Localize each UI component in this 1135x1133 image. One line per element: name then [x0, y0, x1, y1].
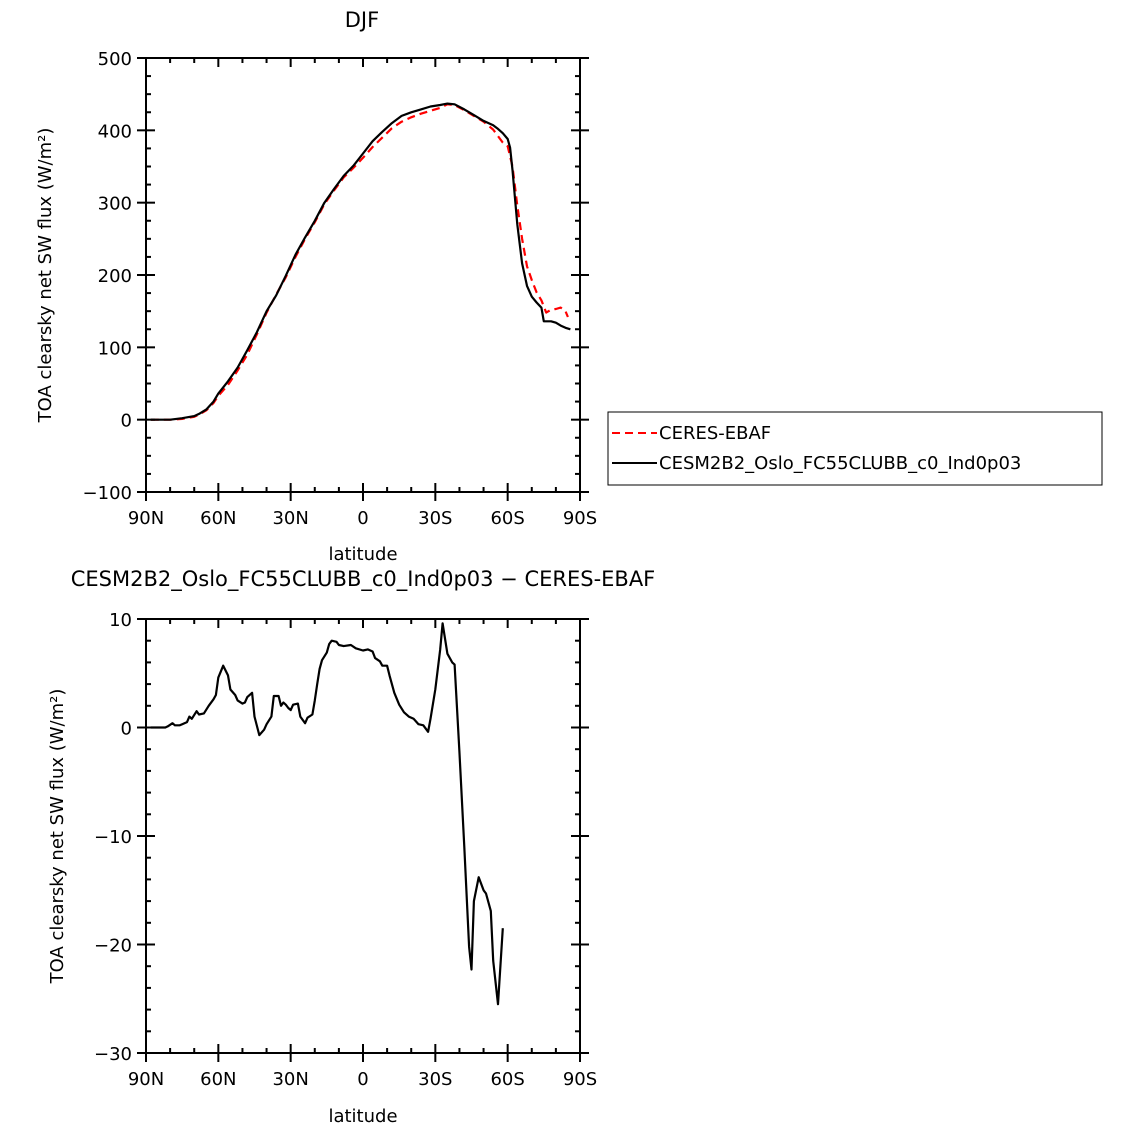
y-tick-label: −20 — [94, 936, 132, 957]
panel-top-series-layer — [150, 102, 571, 421]
panel-top-line-ceres-ebaf — [150, 103, 569, 421]
x-tick-label: 0 — [357, 508, 368, 529]
x-tick-label: 60N — [200, 508, 236, 529]
x-tick-label: 60S — [490, 508, 524, 529]
y-tick-label: 500 — [98, 49, 132, 70]
x-tick-label: 30N — [272, 508, 308, 529]
panel-bottom-ticks: 90N 60N 30N 0 30S 60S 90S −30 −20 −10 0 10 — [94, 610, 597, 1090]
y-tick-label: 100 — [98, 338, 132, 359]
x-tick-label: 30S — [418, 508, 452, 529]
x-tick-label: 90N — [128, 1069, 164, 1090]
x-tick-label: 90S — [563, 508, 597, 529]
x-tick-label: 90N — [128, 508, 164, 529]
y-tick-label: 0 — [121, 411, 132, 432]
panel-top-ylabel: TOA clearsky net SW flux (W/m²) — [35, 128, 56, 424]
x-tick-label: 60S — [490, 1069, 524, 1090]
y-tick-label: 200 — [98, 266, 132, 287]
panel-bottom-title: CESM2B2_Oslo_FC55CLUBB_c0_Ind0p03 − CERE… — [71, 567, 656, 592]
y-tick-label: 300 — [98, 194, 132, 215]
x-tick-label: 60N — [200, 1069, 236, 1090]
panel-bottom-ylabel: TOA clearsky net SW flux (W/m²) — [47, 689, 68, 985]
x-tick-label: 90S — [563, 1069, 597, 1090]
panel-bottom-line-series-0 — [150, 622, 504, 1006]
y-tick-label: −10 — [94, 827, 132, 848]
x-tick-label: 30N — [272, 1069, 308, 1090]
panel-bottom-frame — [145, 618, 581, 1054]
legend: CERES-EBAF CESM2B2_Oslo_FC55CLUBB_c0_Ind… — [607, 411, 1103, 486]
panel-top-title: DJF — [345, 8, 379, 32]
y-tick-label: −100 — [83, 483, 132, 504]
panel-top-line-cesm2b2-oslo-fc55clubb-c0-ind0p03 — [150, 102, 571, 421]
panel-top-xlabel: latitude — [328, 544, 397, 565]
panel-top-ticks: 90N 60N 30N 0 30S 60S 90S −100 0 100 200 300 400 500 — [83, 49, 598, 529]
y-tick-label: −30 — [94, 1044, 132, 1065]
panel-bottom-series-layer — [150, 622, 504, 1006]
panel-top-frame — [145, 57, 581, 493]
y-tick-label: 0 — [121, 719, 132, 740]
x-tick-label: 0 — [357, 1069, 368, 1090]
legend-label-cesm2b2: CESM2B2_Oslo_FC55CLUBB_c0_Ind0p03 — [659, 453, 1021, 474]
panel-top: DJF 90N 60N 30N 0 30S 60S 90S −100 0 100 200 300 400… — [35, 8, 597, 565]
y-tick-label: 400 — [98, 121, 132, 142]
legend-label-ceres-ebaf: CERES-EBAF — [659, 423, 771, 444]
x-tick-label: 30S — [418, 1069, 452, 1090]
panel-bottom-xlabel: latitude — [328, 1106, 397, 1127]
panel-bottom: CESM2B2_Oslo_FC55CLUBB_c0_Ind0p03 − CERE… — [47, 567, 655, 1127]
y-tick-label: 10 — [109, 610, 132, 631]
legend-box — [607, 411, 1103, 486]
